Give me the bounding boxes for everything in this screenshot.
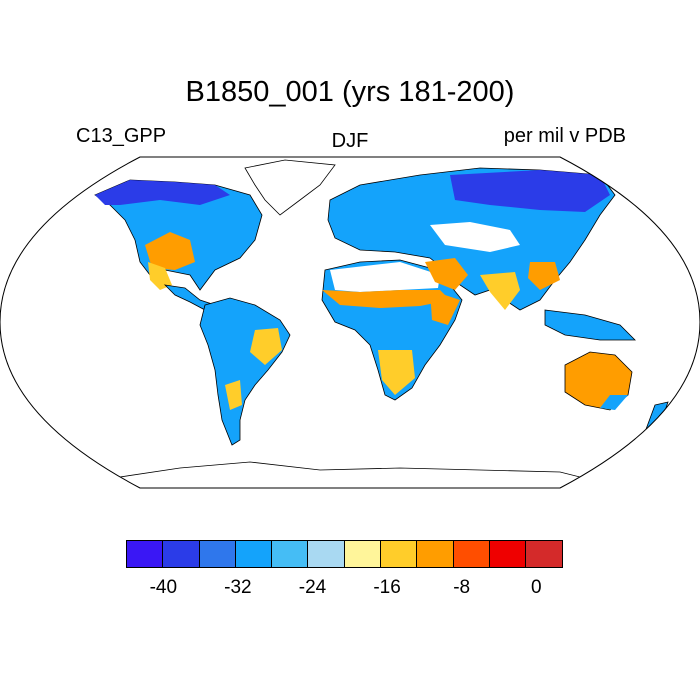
australia-coast [600,395,628,410]
colorbar-tick-label: -40 [149,577,178,598]
colorbar-swatch-4 [271,540,309,568]
argentina-dry-region [225,380,242,410]
season-label: DJF [331,130,369,152]
middle-east-dry [425,258,468,290]
greenland-outline [244,159,336,216]
units-label: per mil v PDB [503,125,626,147]
us-dry-region [145,232,195,270]
map-title: B1850_001 (yrs 181-200) [185,76,515,108]
colorbar-tick-label: 0 [531,577,542,598]
colorbar-swatch-7 [380,540,418,568]
colorbar-tick-label: -8 [453,577,471,598]
antarctica-outline [99,461,601,488]
colorbar-swatch-10 [488,540,527,568]
colorbar-swatch-2 [198,540,236,568]
mexico-dry-region [148,262,172,290]
colorbar-tick-label: -16 [373,577,401,598]
variable-label: C13_GPP [76,125,167,147]
maritime-asia-region [544,309,636,341]
east-africa-dry [430,290,460,325]
siberia-region [450,170,610,212]
arctic-canada-region [95,180,230,205]
colorbar [126,540,563,568]
south-america-region [199,297,291,446]
colorbar-swatch-8 [416,540,454,568]
india-region [480,272,520,310]
colorbar-swatch-1 [162,540,200,568]
colorbar-tick-label: -32 [224,577,252,598]
map-boundary [0,156,700,489]
colorbar-swatch-3 [234,540,273,568]
sahel-band [322,290,450,308]
sahara-no-data [330,262,440,292]
central-asia-no-data [430,222,520,252]
colorbar-tick-label: -24 [298,577,327,598]
southern-africa-dry [378,350,415,395]
china-dry-region [528,262,560,290]
colorbar-swatch-9 [452,540,490,568]
colorbar-swatch-11 [525,540,563,568]
colorbar-swatch-5 [307,540,345,568]
colorbar-swatch-6 [343,540,382,568]
colorbar-swatch-0 [126,540,164,568]
brazil-dry-region [250,328,282,365]
